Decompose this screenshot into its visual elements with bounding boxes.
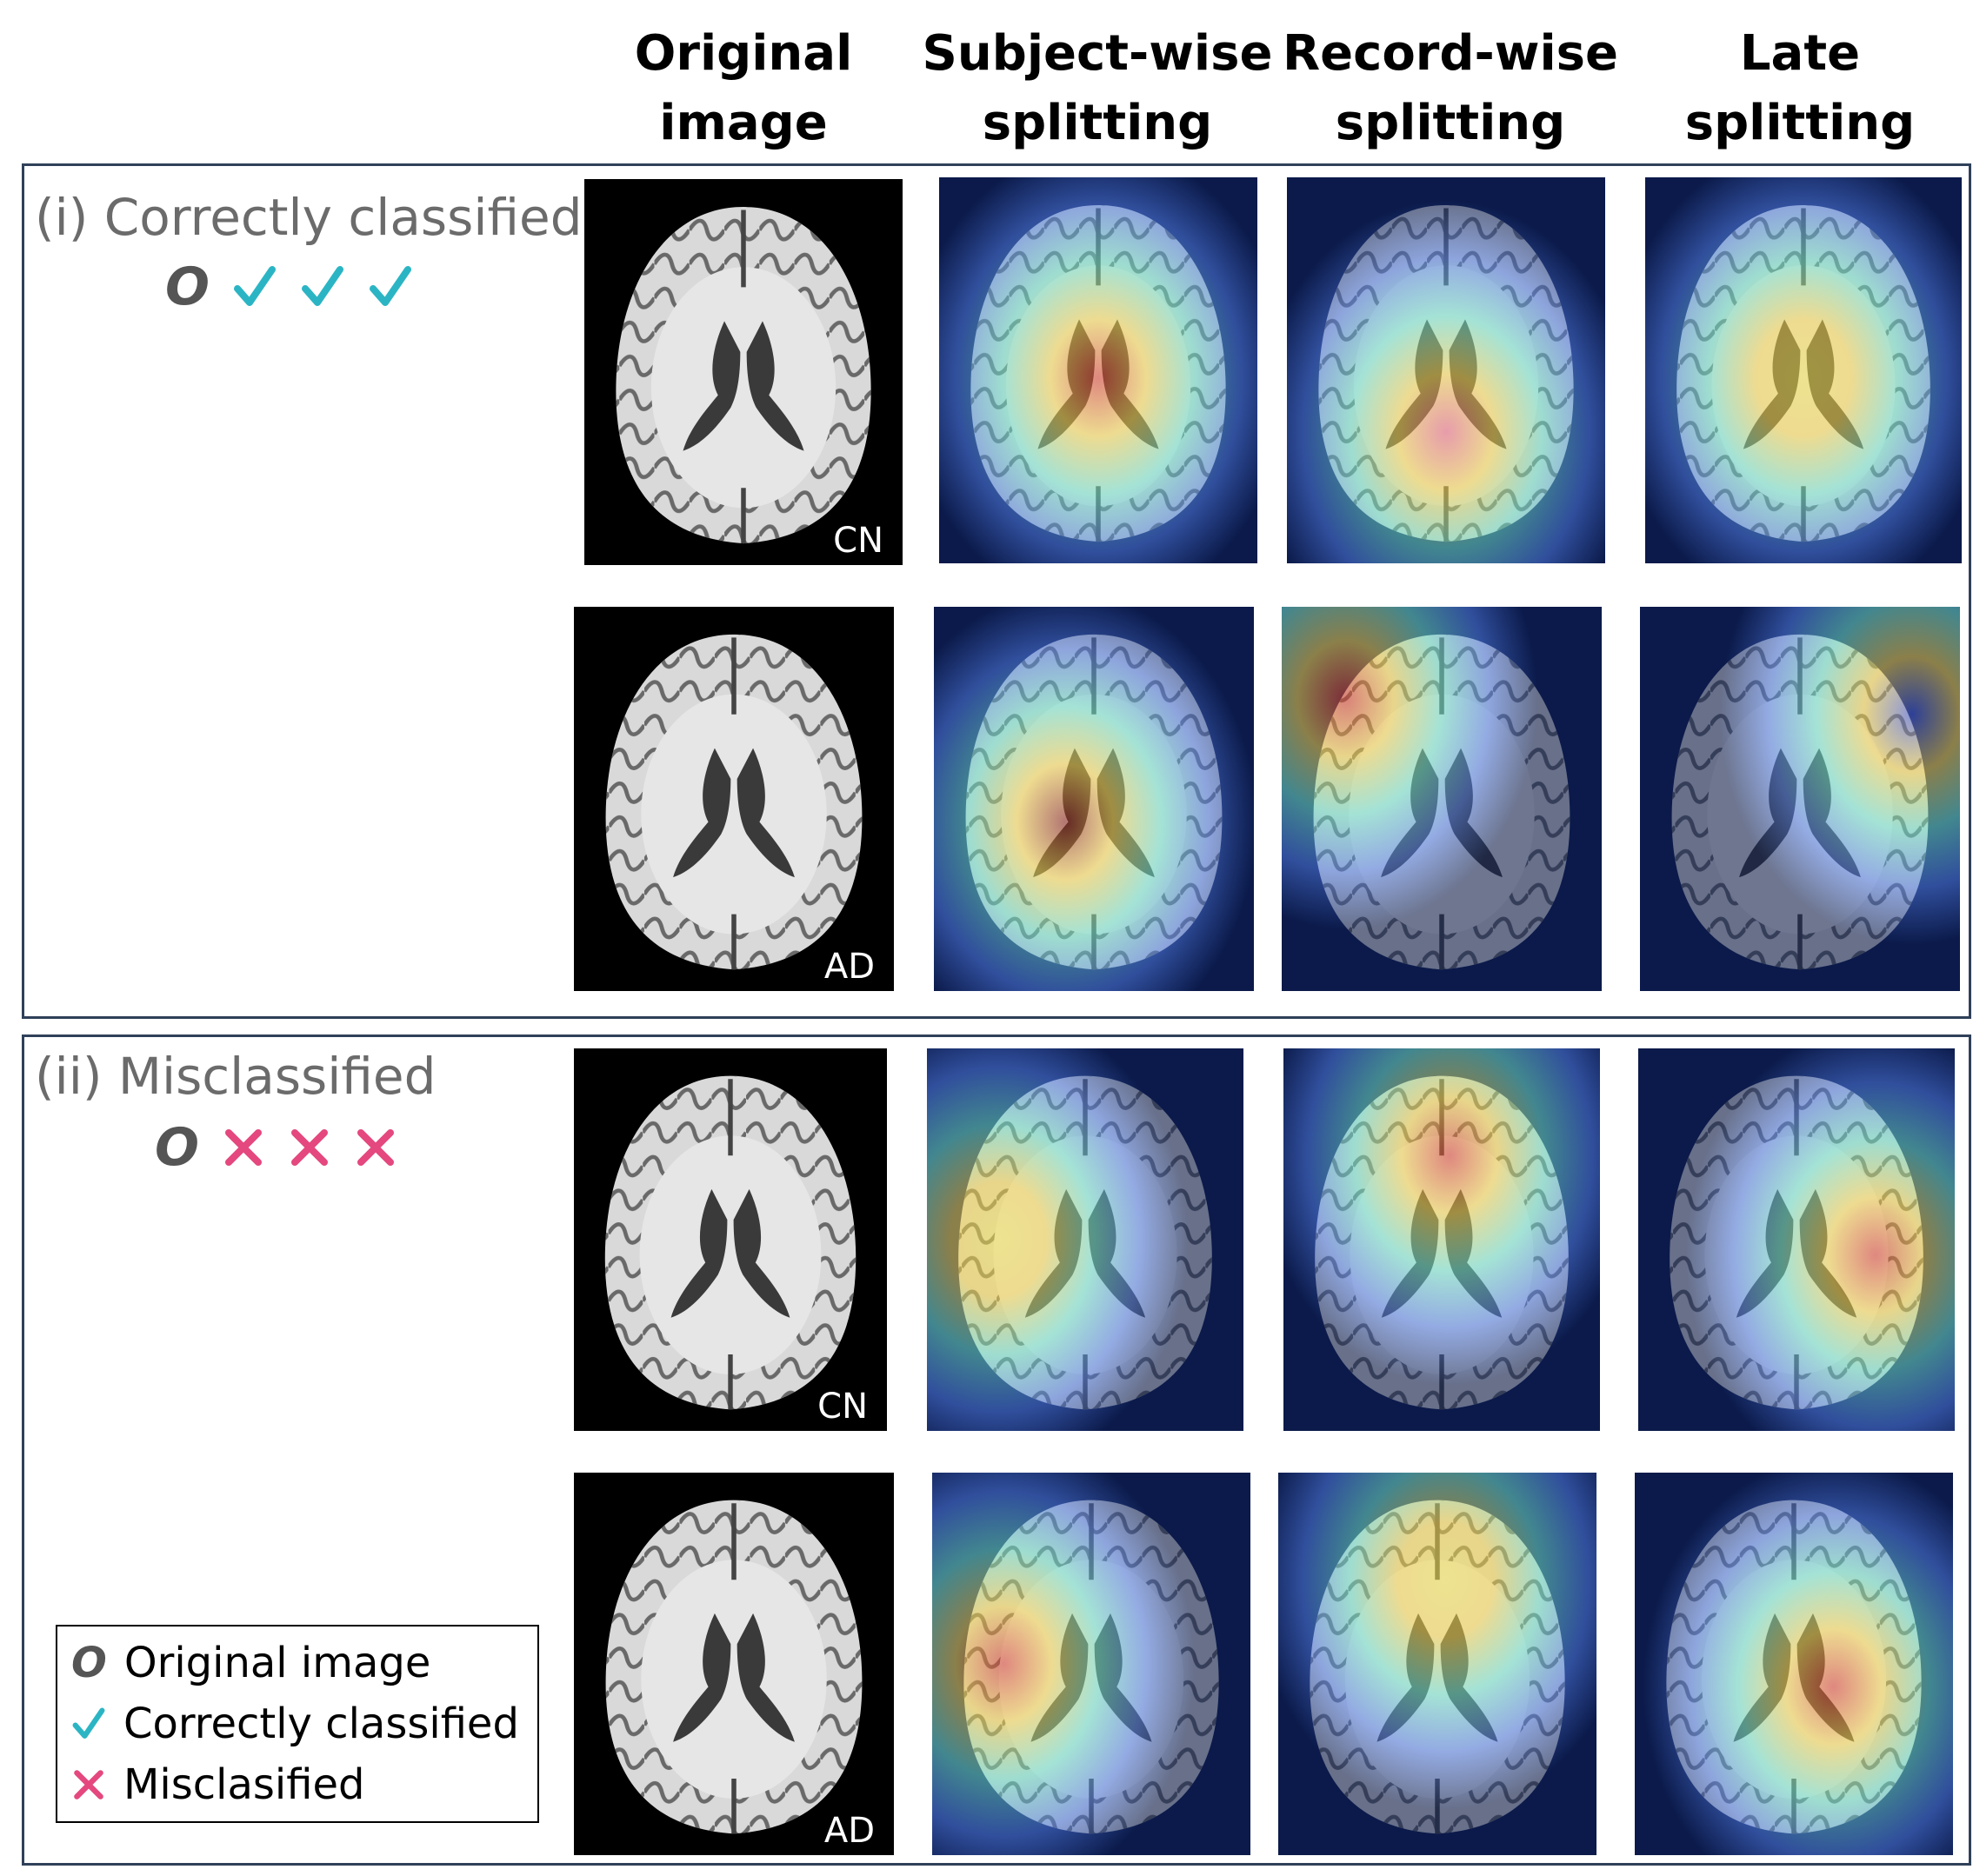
gradcam-heatmap-image bbox=[1287, 177, 1605, 563]
heatmap-late-ad-mis bbox=[1635, 1473, 1953, 1855]
legend-item-correct: Correctly classified bbox=[71, 1700, 519, 1748]
gradcam-heatmap-image bbox=[934, 607, 1254, 991]
mri-original-ad-correct: AD bbox=[574, 607, 894, 991]
diagnosis-label: AD bbox=[823, 1811, 875, 1851]
cross-icon bbox=[291, 1129, 329, 1166]
section-title-correct: (i) Correctly classified bbox=[35, 188, 583, 247]
gradcam-heatmap-image bbox=[1283, 1048, 1600, 1431]
heatmap-subject-wise-cn-mis bbox=[927, 1048, 1243, 1431]
heatmap-record-wise-cn-mis bbox=[1283, 1048, 1600, 1431]
gradcam-heatmap-image bbox=[1278, 1473, 1596, 1855]
cross-icon bbox=[225, 1129, 263, 1166]
cross-icon bbox=[357, 1129, 395, 1166]
gradcam-heatmap-image bbox=[1645, 177, 1962, 563]
section-marks-misclassified: O bbox=[155, 1121, 397, 1174]
legend-item-original: O Original image bbox=[71, 1639, 430, 1687]
heatmap-record-wise-ad-correct bbox=[1282, 607, 1602, 991]
cross-icon bbox=[74, 1770, 103, 1799]
heatmap-late-ad-correct bbox=[1640, 607, 1960, 991]
diagnosis-label: CN bbox=[817, 1387, 868, 1427]
column-header-record-wise: Record-wise splitting bbox=[1283, 25, 1618, 151]
section-marks-correct: O bbox=[165, 261, 413, 313]
column-header-original: Original image bbox=[634, 25, 853, 151]
heatmap-record-wise-ad-mis bbox=[1278, 1473, 1596, 1855]
mri-slice-image bbox=[574, 1473, 894, 1855]
mri-slice-image bbox=[574, 607, 894, 991]
mri-slice-image bbox=[584, 179, 903, 565]
heatmap-late-cn-mis bbox=[1638, 1048, 1955, 1431]
legend-item-misclassified: Misclasified bbox=[71, 1760, 364, 1809]
gradcam-heatmap-image bbox=[1640, 607, 1960, 991]
mri-original-cn-correct: CN bbox=[584, 179, 903, 565]
legend: O Original image Correctly classified Mi… bbox=[56, 1625, 539, 1823]
diagnosis-label: AD bbox=[823, 947, 875, 987]
legend-label: Correctly classified bbox=[123, 1700, 519, 1748]
gradcam-heatmap-image bbox=[932, 1473, 1250, 1855]
heatmap-late-cn-correct bbox=[1645, 177, 1962, 563]
legend-label: Original image bbox=[123, 1639, 431, 1687]
gradcam-heatmap-image bbox=[927, 1048, 1243, 1431]
mri-original-cn-mis: CN bbox=[574, 1048, 887, 1431]
heatmap-subject-wise-cn-correct bbox=[939, 177, 1257, 563]
gradcam-heatmap-image bbox=[1635, 1473, 1953, 1855]
original-mark-icon: O bbox=[71, 1639, 107, 1687]
check-icon bbox=[72, 1707, 105, 1739]
legend-label: Misclasified bbox=[123, 1760, 365, 1809]
mri-original-ad-mis: AD bbox=[574, 1473, 894, 1855]
section-title-misclassified: (ii) Misclassified bbox=[35, 1047, 437, 1106]
original-mark-icon: O bbox=[155, 1117, 200, 1178]
gradcam-heatmap-image bbox=[1282, 607, 1602, 991]
column-header-late: Late splitting bbox=[1684, 25, 1916, 151]
diagnosis-label: CN bbox=[833, 521, 883, 561]
check-icon bbox=[234, 266, 277, 306]
heatmap-subject-wise-ad-mis bbox=[932, 1473, 1250, 1855]
heatmap-subject-wise-ad-correct bbox=[934, 607, 1254, 991]
column-header-subject-wise: Subject-wise splitting bbox=[922, 25, 1273, 151]
heatmap-record-wise-cn-correct bbox=[1287, 177, 1605, 563]
check-icon bbox=[370, 266, 412, 306]
check-icon bbox=[302, 266, 344, 306]
gradcam-heatmap-image bbox=[1638, 1048, 1955, 1431]
original-mark-icon: O bbox=[165, 256, 210, 317]
mri-slice-image bbox=[574, 1048, 887, 1431]
gradcam-heatmap-image bbox=[939, 177, 1257, 563]
